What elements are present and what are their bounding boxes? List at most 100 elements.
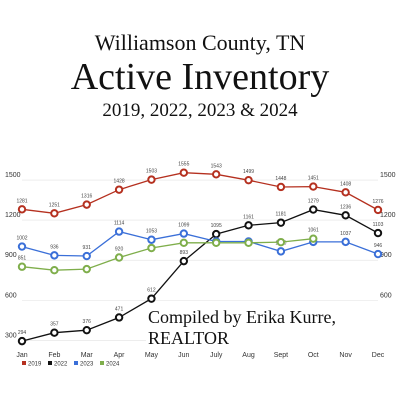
point-2022-Apr [114, 313, 124, 322]
x-tick-Sept: Sept [274, 352, 288, 359]
point-2019-Sept [276, 182, 286, 192]
legend-swatch-2024 [100, 361, 104, 365]
y-tick-left-300: 300 [5, 332, 17, 339]
point-2023-May [147, 235, 156, 244]
point-2019-Oct [309, 182, 318, 191]
data-label-2019-Oct: 1451 [308, 176, 319, 182]
legend-swatch-2022 [48, 361, 52, 365]
point-2023-Jun [179, 229, 189, 238]
point-2023-Dec [373, 249, 383, 259]
x-tick-July: July [210, 352, 223, 359]
point-2024-Feb [50, 265, 59, 275]
series-line-2024 [21, 238, 314, 271]
data-label-2019-Dec: 1276 [372, 199, 383, 205]
point-2022-May [147, 294, 156, 303]
point-2023-Feb [50, 251, 59, 260]
y-tick-right-900: 900 [380, 252, 392, 259]
credit-text: Compiled by Erika Kurre, REALTOR [146, 307, 400, 349]
data-label-2022-Mar: 376 [83, 319, 92, 325]
chart-title: Active Inventory [70, 56, 330, 98]
data-label-2023-Nov: 1037 [340, 231, 351, 237]
data-label-2019-July: 1543 [211, 163, 222, 169]
y-tick-right-1500: 1500 [380, 172, 396, 179]
y-tick-left-1200: 1200 [5, 212, 21, 219]
data-label-2024-Oct: 1061 [308, 228, 319, 234]
data-label-2022-Jun: 893 [180, 250, 189, 256]
point-2019-Jun [179, 168, 189, 177]
y-tick-left-600: 600 [5, 292, 17, 299]
x-tick-Jan: Jan [16, 352, 27, 359]
data-label-2023-Apr: 1114 [114, 221, 125, 227]
data-label-2022-Oct: 1279 [308, 199, 319, 205]
point-2022-July [211, 229, 221, 239]
legend-label-2024: 2024 [106, 362, 120, 368]
data-label-2019-Aug: 1499 [243, 169, 254, 175]
data-label-2019-Mar: 1316 [81, 194, 92, 200]
point-2022-Jun [179, 256, 189, 266]
point-2023-Sept [276, 247, 286, 256]
point-2019-Aug [244, 175, 253, 185]
point-2022-Sept [276, 218, 286, 227]
legend-swatch-2019 [22, 361, 26, 365]
point-2019-Mar [82, 200, 91, 209]
series-line-2022 [21, 208, 379, 342]
x-tick-Feb: Feb [48, 352, 60, 359]
data-label-2019-Nov: 1408 [340, 181, 351, 187]
data-label-2022-Jan: 294 [18, 330, 27, 336]
x-tick-Aug: Aug [242, 352, 255, 359]
point-2019-July [211, 170, 221, 179]
legend-label-2022: 2022 [54, 362, 68, 368]
data-label-2022-Nov: 1236 [340, 204, 351, 210]
point-2022-Oct [309, 205, 318, 214]
point-2024-Jan [17, 262, 27, 271]
point-2019-Apr [114, 185, 124, 194]
point-2023-Nov [341, 237, 350, 247]
chart-years: 2019, 2022, 2023 & 2024 [102, 100, 298, 121]
series-line-2019 [21, 172, 379, 214]
data-label-2019-Apr: 1428 [114, 179, 125, 185]
data-label-2023-May: 1053 [146, 229, 157, 235]
point-2024-May [147, 243, 156, 253]
data-label-2022-Aug: 1161 [243, 214, 254, 220]
point-2024-Oct [309, 234, 318, 243]
point-2019-Jan [17, 205, 27, 214]
legend-label-2023: 2023 [80, 362, 94, 368]
data-label-2019-Feb: 1251 [49, 202, 60, 208]
data-label-2019-Sept: 1448 [275, 176, 286, 182]
data-label-2019-Jan: 1281 [16, 198, 27, 204]
legend-swatch-2023 [74, 361, 78, 365]
y-tick-left-900: 900 [5, 252, 17, 259]
chart-subtitle: Williamson County, TN [94, 30, 306, 55]
x-tick-May: May [145, 352, 159, 359]
point-2022-Jan [17, 336, 27, 346]
data-label-2022-Feb: 357 [50, 322, 59, 328]
data-label-2022-Dec: 1103 [373, 222, 384, 228]
x-tick-Jun: Jun [178, 352, 189, 359]
data-label-2024-Jan: 851 [18, 256, 27, 262]
data-label-2023-Jan: 1002 [16, 236, 27, 242]
x-tick-Dec: Dec [372, 352, 385, 359]
y-tick-right-600: 600 [380, 292, 392, 299]
point-2019-Feb [50, 209, 59, 218]
point-2024-July [211, 238, 221, 248]
data-label-2019-Jun: 1555 [178, 162, 189, 168]
data-label-2022-May: 612 [147, 288, 156, 294]
point-2022-Mar [82, 325, 91, 335]
point-2019-Nov [341, 188, 350, 197]
data-label-2022-July: 1095 [211, 223, 222, 229]
point-2022-Feb [50, 328, 59, 337]
point-2024-Jun [179, 238, 189, 248]
point-2023-Mar [82, 251, 91, 261]
data-label-2024-Apr: 920 [115, 247, 124, 253]
point-2022-Aug [244, 221, 253, 230]
data-label-2023-Mar: 931 [83, 245, 92, 251]
point-2023-Jan [17, 242, 27, 251]
point-2024-Sept [276, 237, 286, 247]
point-2024-Mar [82, 264, 91, 274]
data-label-2023-Jun: 1099 [178, 223, 189, 229]
x-tick-Apr: Apr [114, 352, 126, 359]
data-label-2023-Feb: 936 [50, 244, 59, 250]
x-tick-Mar: Mar [81, 352, 94, 359]
